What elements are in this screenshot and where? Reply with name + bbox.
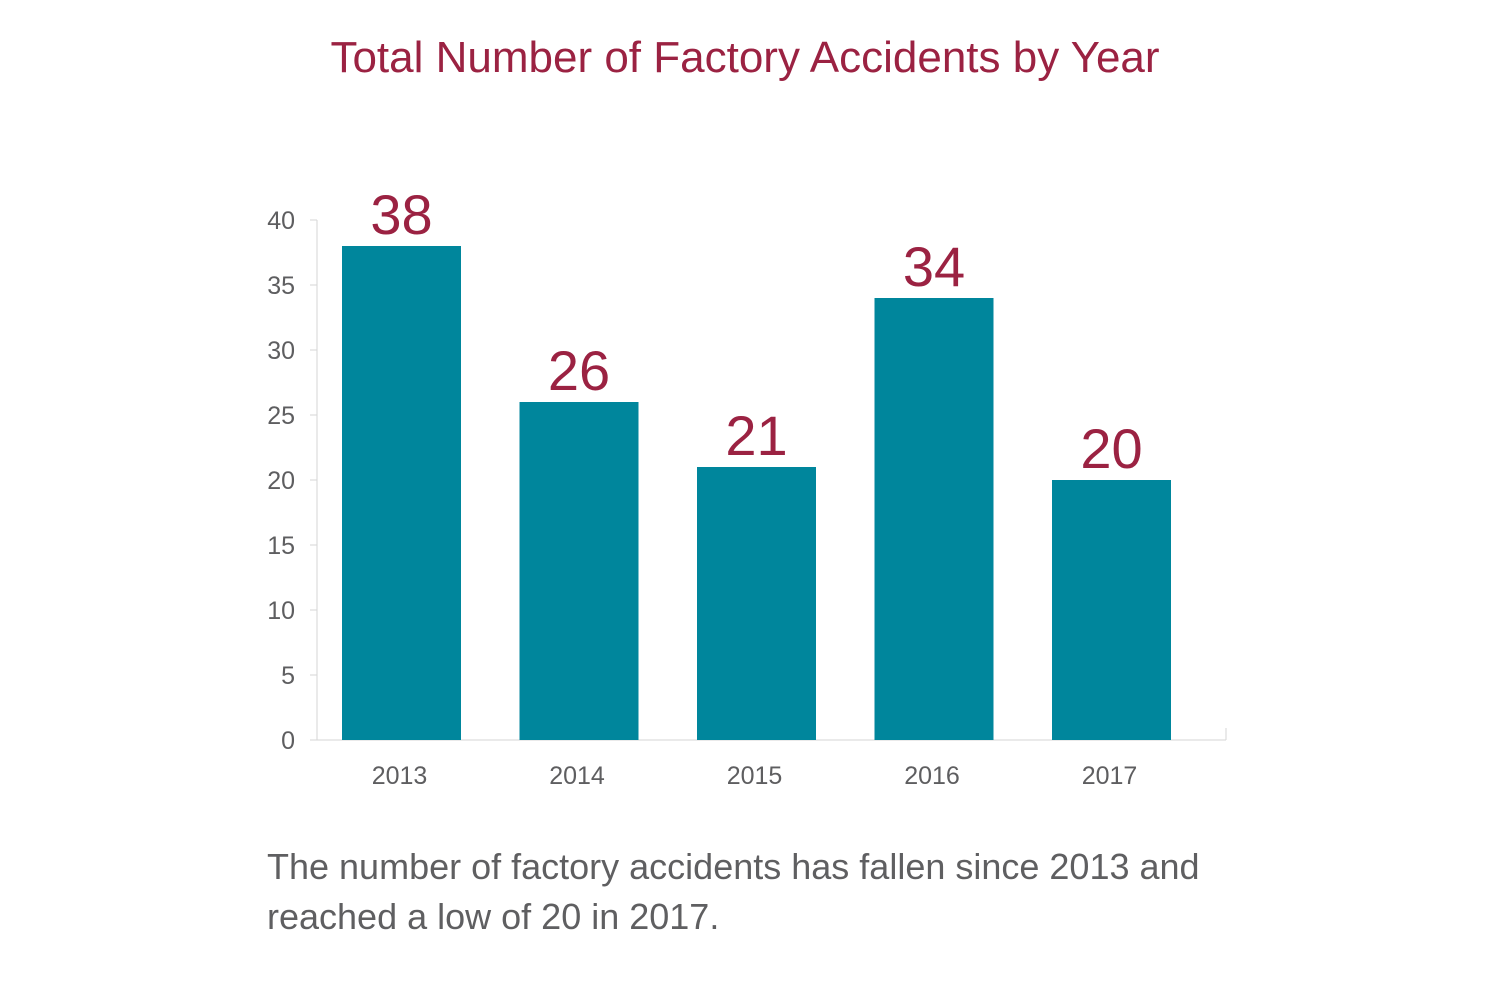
bars — [342, 246, 1171, 740]
x-tick-label: 2016 — [904, 762, 960, 790]
bar — [697, 467, 816, 740]
y-tick-label: 20 — [267, 467, 295, 495]
data-label: 26 — [548, 339, 610, 402]
bar — [1052, 480, 1171, 740]
data-label: 20 — [1080, 417, 1142, 480]
bar — [342, 246, 461, 740]
y-tick-label: 0 — [281, 727, 295, 755]
y-tick-label: 15 — [267, 532, 295, 560]
y-tick-label: 40 — [267, 207, 295, 235]
labels: 38 2013 26 2014 21 2015 34 2016 20 2017 — [370, 183, 1142, 790]
data-label: 38 — [370, 183, 432, 246]
y-tick-label: 10 — [267, 597, 295, 625]
x-tick-label: 2015 — [727, 762, 783, 790]
y-tick-label: 30 — [267, 337, 295, 365]
y-tick-label: 5 — [281, 662, 295, 690]
y-tick-label: 35 — [267, 272, 295, 300]
axes: 0 5 10 15 20 25 30 35 40 — [267, 207, 1227, 755]
bar — [874, 298, 994, 740]
chart-title: Total Number of Factory Accidents by Yea… — [330, 33, 1160, 82]
x-tick-label: 2013 — [372, 762, 428, 790]
chart-caption: The number of factory accidents has fall… — [267, 846, 1200, 937]
y-tick-label: 25 — [267, 402, 295, 430]
bar — [519, 402, 639, 740]
data-label: 21 — [725, 404, 787, 467]
x-tick-label: 2014 — [549, 762, 605, 790]
data-label: 34 — [903, 235, 965, 298]
x-tick-label: 2017 — [1082, 762, 1138, 790]
